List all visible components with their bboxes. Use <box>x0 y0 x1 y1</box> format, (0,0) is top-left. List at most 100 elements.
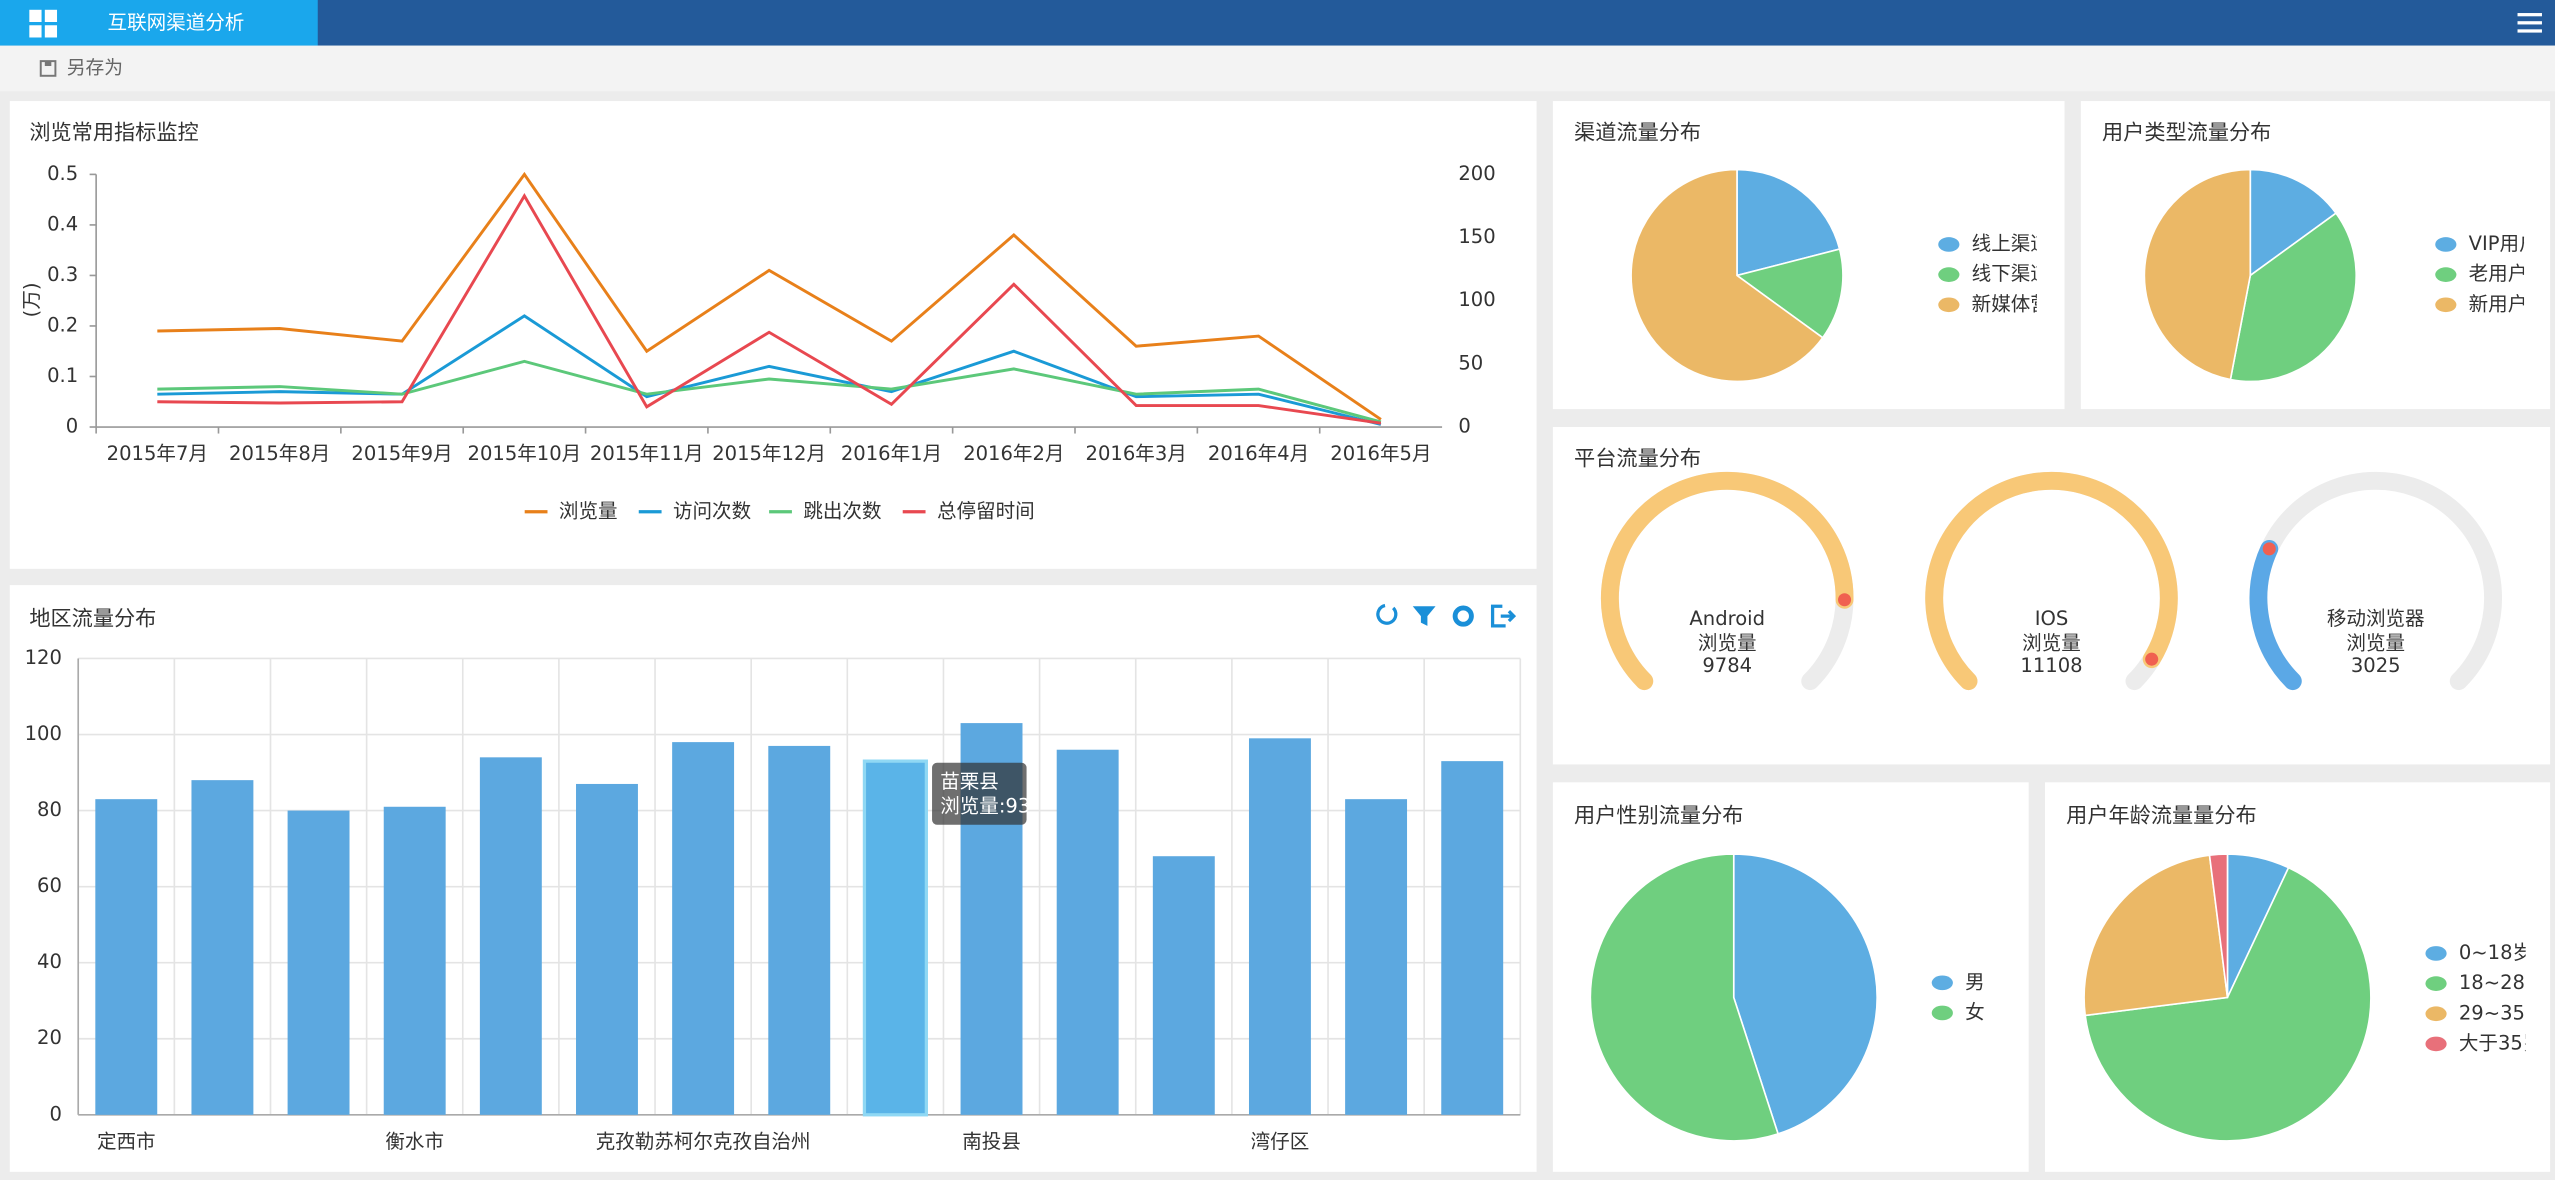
x-tick-label: 2015年11月 <box>590 442 704 465</box>
legend-label: 29~35岁 <box>2459 1001 2545 1024</box>
y-tick-label: 0.5 <box>47 162 78 185</box>
pie-slice <box>2084 866 2372 1142</box>
legend-label: 跳出次数 <box>803 499 881 522</box>
x-tick-label: 2016年4月 <box>1208 442 1309 465</box>
x-tick-label: 2015年10月 <box>468 442 582 465</box>
series-line <box>157 171 1382 421</box>
bar <box>191 780 254 1115</box>
gauge-value-label: 9784 <box>1702 654 1752 677</box>
y-tick-label: 40 <box>37 950 62 973</box>
legend-label: 18~28岁 <box>2459 971 2545 994</box>
settings-icon[interactable] <box>1452 605 1474 627</box>
save-as-label[interactable]: 另存为 <box>67 58 123 79</box>
export-icon[interactable] <box>1490 604 1517 628</box>
legend-swatch <box>2435 297 2457 313</box>
legend-swatch <box>2435 267 2457 282</box>
y-tick-label: 80 <box>37 798 62 821</box>
legend-label: 男 <box>1965 970 1985 993</box>
legend-swatch <box>2425 946 2447 961</box>
toolbar <box>0 45 2555 92</box>
x-tick-label: 2015年8月 <box>229 442 330 465</box>
y-tick-label: 100 <box>25 722 62 745</box>
bar <box>479 757 542 1115</box>
y-tick-label: 0.4 <box>47 212 78 235</box>
pie-slice <box>2208 853 2229 998</box>
refresh-icon[interactable] <box>1376 603 1398 625</box>
x-tick-label: 2016年3月 <box>1086 442 1187 465</box>
pie-slice <box>1736 168 1841 277</box>
gauge-pointer <box>2145 652 2159 666</box>
legend-label: 总停留时间 <box>937 499 1035 522</box>
header-brand <box>0 0 318 46</box>
y-tick-label: 0 <box>49 1102 61 1125</box>
series-line <box>157 359 1382 424</box>
legend-swatch <box>1931 975 1953 991</box>
tooltip-title: 苗栗县 <box>940 770 999 793</box>
x-tick-label: 2015年7月 <box>107 442 208 465</box>
pie-slice <box>1735 248 1844 339</box>
y-tick-label: 0 <box>66 415 78 438</box>
pie-slice <box>1732 853 1878 1135</box>
menu-grid-icon[interactable] <box>29 9 58 38</box>
bar <box>862 759 928 1117</box>
legend-label: 线下渠道 <box>1972 262 2050 285</box>
pie-slice <box>2143 168 2252 381</box>
legend-label: 大于35岁 <box>2459 1031 2543 1054</box>
x-tick-label: 克孜勒苏柯尔克孜自治州 <box>596 1130 811 1153</box>
tooltip <box>932 762 1027 825</box>
series-line <box>157 314 1382 426</box>
gauge-name: IOS <box>2035 607 2069 630</box>
y-tick-label: 120 <box>25 646 62 669</box>
save-as-button[interactable]: 另存为 <box>39 58 123 79</box>
legend-label: 女 <box>1965 1000 1985 1023</box>
hamburger-icon[interactable] <box>2517 13 2542 33</box>
bar <box>1345 799 1408 1115</box>
x-tick-label: 2015年9月 <box>351 442 452 465</box>
gauge-label: 浏览量 <box>2022 631 2081 654</box>
x-tick-label: 衡水市 <box>385 1130 444 1153</box>
bar <box>1152 856 1215 1115</box>
legend-label: 老用户 <box>2469 262 2528 285</box>
legend-swatch <box>1938 297 1960 313</box>
bar <box>287 810 350 1115</box>
panel-title: 用户年龄流量量分布 <box>2066 803 2257 828</box>
panel-title: 渠道流量分布 <box>1574 120 1701 145</box>
y2-tick-label: 0 <box>1458 415 1470 438</box>
header-title: 互联网渠道分析 <box>108 11 245 34</box>
pie-slice <box>2229 212 2358 383</box>
y-tick-label: 20 <box>37 1026 62 1049</box>
legend-swatch <box>2435 237 2457 252</box>
y2-tick-label: 150 <box>1458 225 1495 248</box>
legend-label: 访问次数 <box>673 499 751 522</box>
y-tick-label: 60 <box>37 874 62 897</box>
bar <box>95 799 158 1115</box>
header <box>0 0 2555 46</box>
panel-title: 浏览常用指标监控 <box>29 120 198 145</box>
legend-label: 线上渠道 <box>1972 232 2050 255</box>
gauge-value <box>1925 471 2178 691</box>
panel-title: 用户类型流量分布 <box>2102 120 2271 145</box>
gauge-label: 浏览量 <box>2346 631 2405 654</box>
y2-tick-label: 100 <box>1458 288 1495 311</box>
y-tick-label: 0.2 <box>47 313 78 336</box>
bar <box>383 806 446 1115</box>
legend-swatch <box>1938 237 1960 252</box>
y2-tick-label: 200 <box>1458 162 1495 185</box>
legend-swatch <box>2425 1036 2447 1052</box>
legend-swatch <box>2425 976 2447 991</box>
x-tick-label: 2016年1月 <box>841 442 942 465</box>
legend-label: 新媒体营销 <box>1972 292 2070 315</box>
legend-label: 新用户 <box>2469 292 2528 315</box>
bar <box>1248 738 1311 1115</box>
pie-slice <box>2083 854 2229 1017</box>
bar-tools <box>1376 603 1517 628</box>
legend-swatch <box>1931 1005 1953 1021</box>
pie-slice <box>1589 853 1780 1142</box>
pie-slice <box>2249 168 2338 278</box>
bar <box>768 745 831 1115</box>
y-tick-label: 0.3 <box>47 263 78 286</box>
bar <box>576 783 638 1115</box>
filter-icon[interactable] <box>1412 606 1436 626</box>
panel-title: 用户性别流量分布 <box>1574 803 1743 828</box>
